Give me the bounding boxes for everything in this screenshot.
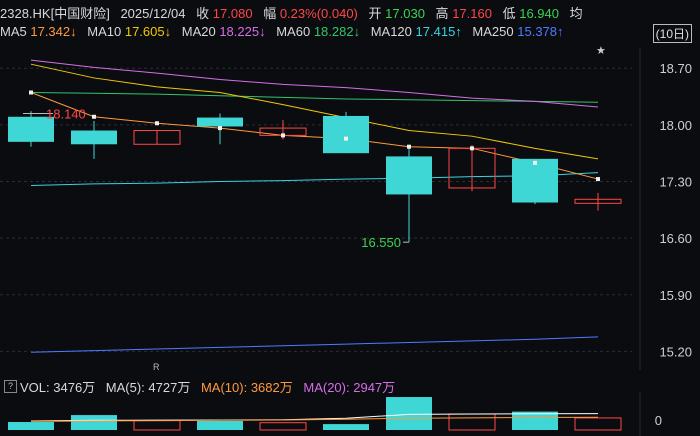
candle-body <box>133 130 181 145</box>
volume-bar <box>512 411 558 430</box>
ma5-line <box>30 92 599 180</box>
ma5-marker <box>92 114 96 119</box>
candle-body <box>323 115 369 154</box>
candlestick-chart[interactable]: 18.70 18.00 17.30 16.60 15.90 15.20 18.140 16.5… <box>0 48 700 370</box>
avg-label: 均 <box>569 6 583 21</box>
vol-ma10-line <box>30 416 599 422</box>
volume-bar <box>71 415 117 430</box>
ma5-marker <box>470 146 474 151</box>
ma10-label: MA10 <box>87 24 122 39</box>
candle-body <box>8 116 54 142</box>
ma5-marker <box>533 160 537 165</box>
ma10-line <box>30 63 599 160</box>
vol-zero-label: 0 <box>655 413 662 428</box>
high-annotation: 18.140 <box>46 107 86 122</box>
y-tick-label: 15.90 <box>659 288 692 303</box>
ma5-marker <box>281 133 285 138</box>
ma120-line <box>30 172 599 187</box>
vol-value: 3476万 <box>53 380 96 395</box>
volume-bar <box>386 397 432 430</box>
low-annotation: 16.550 <box>361 235 401 250</box>
ma60-line <box>30 91 599 103</box>
vol-label: VOL: <box>20 380 50 395</box>
candle-body <box>386 156 432 195</box>
close-label: 收 <box>196 6 210 21</box>
volume-header: VOL: 3476万 MA(5): 4727万 MA(10): 3682万 MA… <box>20 377 395 396</box>
vol-ma10-value: 3682万 <box>250 380 293 395</box>
stock-code: 2328.HK[中国财险] <box>0 6 110 21</box>
open-label: 开 <box>368 6 382 21</box>
r-marker: R <box>153 362 160 370</box>
change-value: 0.23%(0.040) <box>279 6 358 21</box>
ma-legend-row: MA5 17.342↓ MA10 17.605↓ MA20 18.225↓ MA… <box>0 24 571 44</box>
y-tick-label: 17.30 <box>659 174 692 189</box>
quote-date: 2025/12/04 <box>120 6 186 21</box>
volume-bar <box>133 420 181 431</box>
ma20-value: 18.225↓ <box>219 24 266 39</box>
volume-bar <box>574 417 622 431</box>
question-icon[interactable]: ? <box>4 380 17 393</box>
ma250-line <box>30 336 599 353</box>
ma250-value: 15.378↑ <box>517 24 564 39</box>
ma5-marker <box>344 136 348 141</box>
ma60-label: MA60 <box>276 24 311 39</box>
volume-bar <box>323 424 369 430</box>
candle-body <box>512 158 558 203</box>
star-icon[interactable]: ★ <box>596 45 606 57</box>
period-selector[interactable]: (10日) <box>652 24 692 43</box>
candle-body <box>71 130 117 145</box>
ma10-value: 17.605↓ <box>124 24 172 39</box>
ma20-line <box>30 59 599 108</box>
low-value: 16.940 <box>519 6 559 21</box>
ma5-marker <box>218 126 222 131</box>
y-tick-label: 16.60 <box>659 231 692 246</box>
candle-body <box>197 117 243 127</box>
ma120-label: MA120 <box>370 24 412 39</box>
change-label: 幅 <box>263 6 277 21</box>
vol-ma5-line <box>30 413 599 422</box>
quote-header: 2328.HK[中国财险] 2025/12/04 收 17.080 幅 0.23… <box>0 3 583 23</box>
volume-bar <box>259 422 307 431</box>
y-tick-label: 18.70 <box>659 61 692 76</box>
volume-bar <box>197 420 243 430</box>
ma5-marker <box>596 177 600 182</box>
ma250-label: MA250 <box>472 24 514 39</box>
vol-ma20-label: MA(20): <box>303 380 350 395</box>
y-tick-label: 18.00 <box>659 118 692 133</box>
high-label: 高 <box>435 6 449 21</box>
ma5-label: MA5 <box>0 24 27 39</box>
open-value: 17.030 <box>385 6 425 21</box>
ma5-marker <box>407 144 411 149</box>
high-value: 17.160 <box>452 6 492 21</box>
candle-body <box>574 198 622 204</box>
vol-ma20-value: 2947万 <box>353 380 396 395</box>
ma120-value: 17.415↑ <box>415 24 462 39</box>
ma5-value: 17.342↓ <box>30 24 77 39</box>
ma20-label: MA20 <box>181 24 216 39</box>
close-value: 17.080 <box>212 6 253 21</box>
low-label: 低 <box>502 6 516 21</box>
volume-bar <box>448 413 496 431</box>
vol-ma10-label: MA(10): <box>200 380 248 395</box>
volume-chart[interactable]: 0 <box>0 392 700 436</box>
ma60-value: 18.282↓ <box>313 24 361 39</box>
ma5-marker <box>155 121 159 126</box>
ma5-marker <box>29 90 33 95</box>
y-tick-label: 15.20 <box>659 344 692 359</box>
vol-ma5-value: 4727万 <box>148 380 191 395</box>
vol-ma5-label: MA(5): <box>105 380 145 395</box>
volume-bar <box>8 422 54 430</box>
